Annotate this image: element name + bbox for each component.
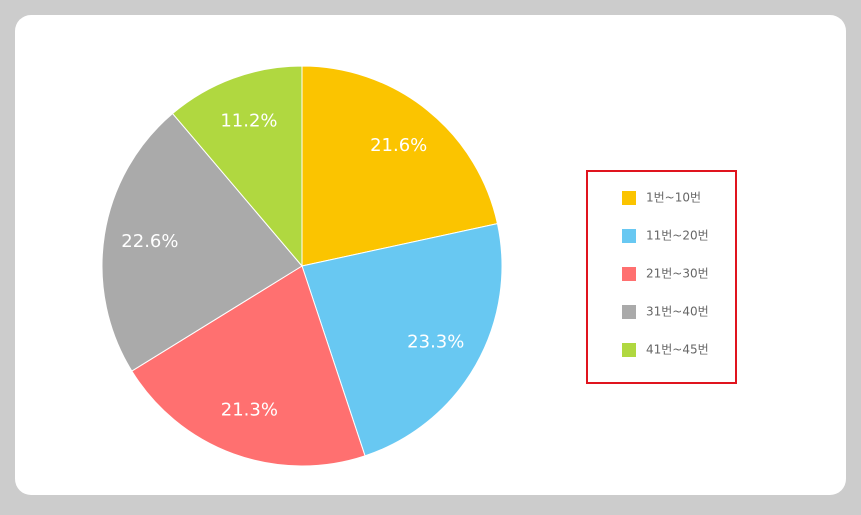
pie-slice <box>171 65 303 268</box>
pie: 21.6% 23.3% 21.3% 22.6% 11.2% <box>101 65 503 467</box>
legend-swatch <box>622 267 636 281</box>
legend-swatch <box>622 305 636 319</box>
legend: 1번~10번 11번~20번 21번~30번 31번~40번 41번~45번 <box>622 191 709 357</box>
legend-swatch <box>622 229 636 243</box>
legend-swatch <box>622 343 636 357</box>
legend-swatch <box>622 191 636 205</box>
pie-slice <box>301 223 503 457</box>
value-label: 11.2% <box>220 110 277 131</box>
value-label: 22.6% <box>121 231 178 252</box>
pie-slice <box>101 112 303 372</box>
legend-box <box>586 170 737 384</box>
pie-slice <box>301 65 499 267</box>
value-label: 21.3% <box>221 400 278 421</box>
value-label: 21.6% <box>370 135 427 156</box>
pie-slice <box>131 265 366 467</box>
value-label: 23.3% <box>407 331 464 352</box>
legend-label: 41번~45번 <box>646 343 709 357</box>
legend-label: 21번~30번 <box>646 267 709 281</box>
legend-label: 1번~10번 <box>646 191 701 205</box>
legend-label: 11번~20번 <box>646 229 709 243</box>
legend-label: 31번~40번 <box>646 305 709 319</box>
